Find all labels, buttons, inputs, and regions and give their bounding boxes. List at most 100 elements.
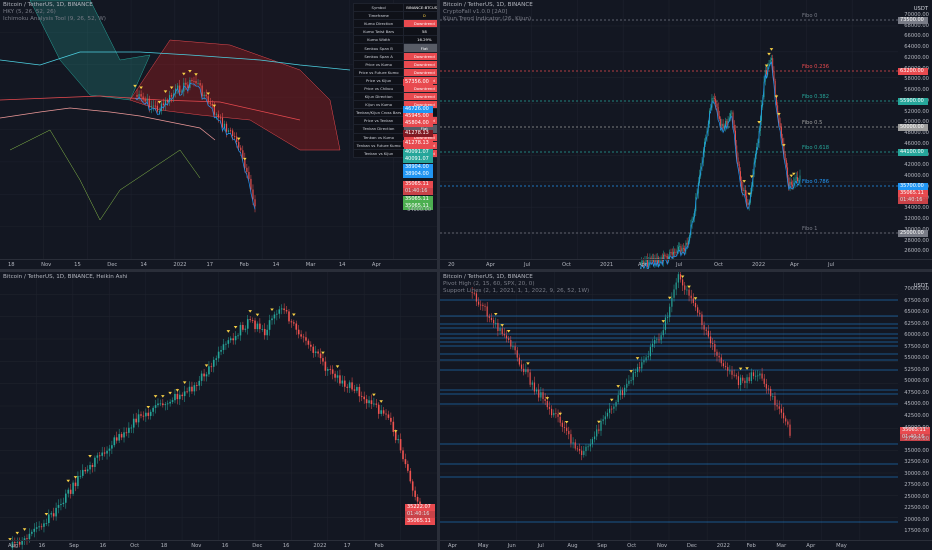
tr-candle-body (782, 138, 784, 144)
ha-candle-body (341, 380, 344, 384)
br-candle-body (632, 372, 634, 381)
br-candle-body (742, 377, 744, 381)
ha-candle-body (334, 373, 336, 378)
ha-candle-body (33, 528, 36, 532)
table-value: Downtrend (403, 59, 437, 69)
chart-pane-top-right[interactable]: Bitcoin / TetherUS, 1D, BINANCE CryptoFa… (440, 0, 932, 269)
chart-pane-bottom-right[interactable]: Bitcoin / TetherUS, 1D, BINANCE Pivot Hi… (440, 272, 932, 550)
ha-candle-body (152, 407, 154, 412)
ichimoku-cloud-red (129, 39, 341, 151)
tr-candle-body (676, 250, 678, 253)
br-candle-body (690, 295, 692, 299)
ha-candle-body (404, 459, 407, 465)
br-candle-body (576, 448, 578, 450)
bl-signal-arrow (153, 395, 158, 398)
tr-candle-body (738, 163, 740, 172)
table-row: Timeframe D (352, 11, 437, 21)
br-candle-body (480, 304, 482, 306)
tl-candle-body (221, 117, 224, 128)
br-signal-arrow (738, 367, 743, 371)
ha-candle-body (285, 310, 288, 312)
ha-candle-body (205, 374, 208, 377)
br-candle-body (639, 367, 641, 369)
br-candle-body (572, 442, 574, 444)
time-tick: Mar (776, 543, 787, 549)
br-candle-body (619, 390, 621, 396)
table-label: Tenkan vs Kumo (352, 132, 405, 142)
tl-candle-body (138, 94, 140, 97)
last-price-tag: 35065.11 (898, 190, 928, 197)
chart-pane-bottom-left[interactable]: Bitcoin / TetherUS, 1D, BINANCE, Heikin … (0, 272, 437, 550)
ha-candle-body (164, 404, 167, 406)
table-row: Kumo Direction Downtrend (352, 19, 437, 29)
tr-candle-body (670, 251, 672, 253)
br-candle-body (641, 362, 643, 369)
br-candle-body (673, 289, 675, 298)
tl-axis-label: 34000.00 (407, 207, 431, 213)
tr-candle-body (784, 154, 786, 161)
br-candle-body (782, 412, 785, 419)
price-tick: 58000.00 (904, 76, 929, 83)
ha-candle-body (212, 359, 215, 367)
ha-candle-body (261, 328, 264, 330)
tr-candle-body (742, 187, 744, 191)
fibo-price-tag: 44100.00 (898, 149, 928, 156)
tl-candle-body (144, 99, 146, 102)
br-candle-body (621, 390, 624, 396)
br-signal-arrow (564, 420, 569, 424)
price-tick: 50000.00 (904, 119, 929, 126)
br-candle-body (666, 317, 669, 318)
br-price-axis: 35065.11 01:40:16 70000.00 67500.00 65000.00… (898, 272, 932, 540)
ha-candle-body (208, 366, 210, 375)
ha-candle-body (307, 340, 310, 345)
tl-legend-line-3: Ichimoku Analysis Tool (9, 26, 52, W) (3, 16, 106, 23)
tr-candle-body (731, 112, 733, 114)
tl-candle-body (193, 80, 195, 82)
ha-candle-body (346, 386, 349, 388)
br-candle-body (780, 408, 783, 413)
br-candle-body (705, 329, 707, 331)
price-tick: 25000.00 (904, 493, 929, 500)
time-tick: Feb (374, 543, 384, 549)
br-signal-arrow (493, 312, 498, 316)
tl-candle-body (246, 167, 248, 172)
br-candle-body (482, 304, 484, 306)
ha-candle-body (162, 403, 164, 406)
ha-candle-body (283, 308, 285, 311)
price-tick: 40000.00 (904, 424, 929, 431)
ha-candle-body (120, 434, 123, 438)
tr-candle-body (721, 123, 723, 127)
tl-signal-arrow (163, 90, 168, 93)
tl-candle-body (150, 105, 152, 108)
chart-pane-top-left[interactable]: Bitcoin / TetherUS, 1D, BINANCE HKY (5, … (0, 0, 437, 269)
tl-candle-body (225, 123, 228, 132)
ha-candle-body (60, 504, 62, 506)
br-candle-body (606, 412, 609, 417)
tl-candle-body (240, 147, 242, 151)
price-tick: 70000.00 (904, 12, 929, 18)
br-candle-body (767, 388, 770, 390)
br-candle-body (746, 377, 748, 383)
price-tick: 26000.00 (904, 248, 929, 255)
br-candle-body (561, 422, 563, 427)
pane-separator-horizontal[interactable] (0, 269, 932, 272)
ha-candle-body (322, 358, 324, 362)
tr-candle-body (718, 116, 720, 119)
ha-candle-body (50, 513, 53, 515)
tr-candle-body (673, 251, 674, 255)
table-value: Downtrend (403, 51, 437, 61)
tr-candle-body (682, 248, 684, 250)
ha-candle-body (295, 323, 298, 330)
tr-signal-arrow (742, 180, 746, 183)
bl-price-countdown: 01:40:16 (405, 511, 435, 518)
ha-candle-body (115, 437, 118, 441)
tl-candle-body (171, 95, 173, 97)
price-tick: 68000.00 (904, 22, 929, 29)
ha-candle-body (319, 353, 322, 359)
time-tick: Apr (638, 262, 647, 268)
ha-candle-body (193, 385, 196, 392)
ha-candle-body (132, 418, 135, 428)
tr-candle-body (716, 103, 718, 108)
pane-separator-vertical[interactable] (437, 0, 440, 550)
ha-candle-body (123, 432, 125, 438)
